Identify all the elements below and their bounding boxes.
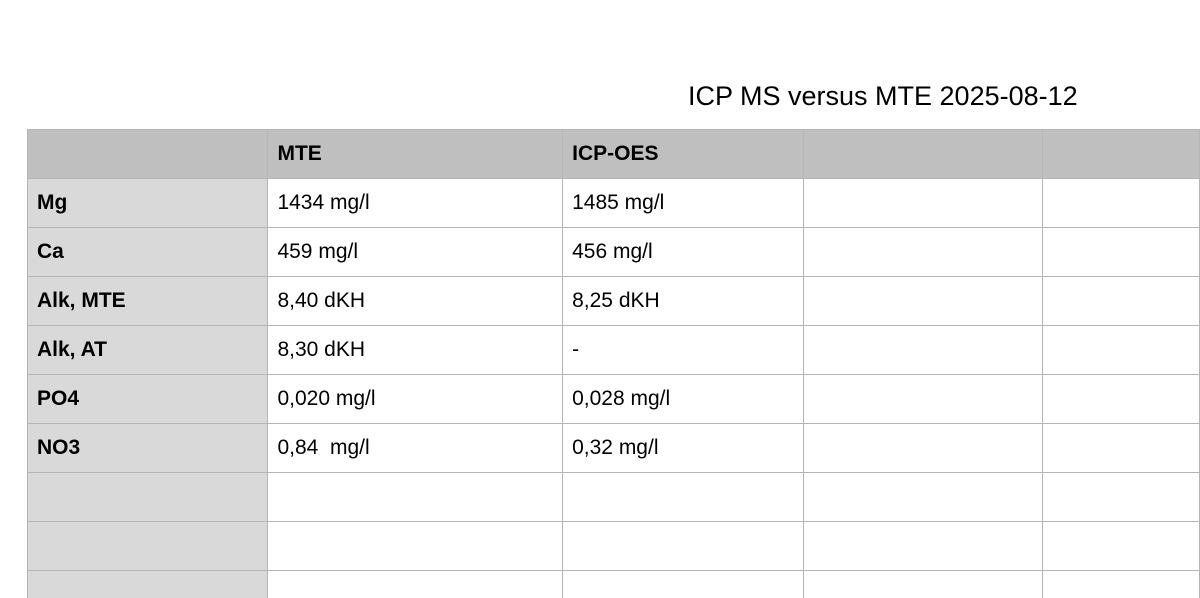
row-header-cell[interactable]: NO3 [26, 423, 269, 473]
table-cell[interactable]: 456 mg/l [562, 227, 804, 277]
table-cell[interactable] [1041, 570, 1200, 598]
table-cell[interactable] [1041, 178, 1200, 228]
header-row: MTE ICP-OES [26, 129, 1200, 179]
header-cell-empty[interactable] [802, 129, 1043, 179]
table-row [26, 521, 1200, 571]
table-cell[interactable]: 8,40 dKH [267, 276, 564, 326]
table-cell[interactable]: 8,25 dKH [562, 276, 804, 326]
table-row: PO4 0,020 mg/l 0,028 mg/l [26, 374, 1200, 424]
table-cell[interactable] [1041, 227, 1200, 277]
table-row: Alk, AT 8,30 dKH - [26, 325, 1200, 375]
row-header-cell[interactable] [26, 570, 269, 598]
table-cell[interactable] [1041, 276, 1200, 326]
row-header-cell[interactable] [26, 472, 269, 522]
data-table: MTE ICP-OES Mg 1434 mg/l 1485 mg/l Ca 45… [26, 129, 1200, 598]
table-cell[interactable]: 8,30 dKH [267, 325, 564, 375]
table-row [26, 570, 1200, 598]
table-cell[interactable]: 0,020 mg/l [267, 374, 564, 424]
row-header-cell[interactable]: Mg [26, 178, 269, 228]
table-cell[interactable]: 459 mg/l [267, 227, 564, 277]
table-cell[interactable] [802, 325, 1043, 375]
table-cell[interactable] [802, 570, 1043, 598]
header-cell-corner[interactable] [26, 129, 269, 179]
table-cell[interactable] [802, 521, 1043, 571]
document-title: ICP MS versus MTE 2025-08-12 [688, 81, 1078, 111]
table-cell[interactable]: 0,84 mg/l [267, 423, 564, 473]
table-cell[interactable] [562, 472, 804, 522]
header-cell-icp-oes[interactable]: ICP-OES [562, 129, 804, 179]
table-cell[interactable] [267, 472, 564, 522]
table-cell[interactable] [562, 521, 804, 571]
table-cell[interactable] [1041, 325, 1200, 375]
table-row: NO3 0,84 mg/l 0,32 mg/l [26, 423, 1200, 473]
table-cell[interactable] [802, 472, 1043, 522]
table-cell[interactable] [802, 276, 1043, 326]
table-row: Ca 459 mg/l 456 mg/l [26, 227, 1200, 277]
table-cell[interactable] [802, 227, 1043, 277]
table-cell[interactable] [1041, 374, 1200, 424]
table-cell[interactable] [562, 570, 804, 598]
row-header-cell[interactable]: Ca [26, 227, 269, 277]
table-row: Alk, MTE 8,40 dKH 8,25 dKH [26, 276, 1200, 326]
row-header-cell[interactable]: Alk, AT [26, 325, 269, 375]
table-cell[interactable]: 0,32 mg/l [562, 423, 804, 473]
header-cell-empty[interactable] [1041, 129, 1200, 179]
table-cell[interactable] [802, 423, 1043, 473]
table-cell[interactable]: 0,028 mg/l [562, 374, 804, 424]
table-cell[interactable]: 1485 mg/l [562, 178, 804, 228]
table-row: Mg 1434 mg/l 1485 mg/l [26, 178, 1200, 228]
table-row [26, 472, 1200, 522]
table-cell[interactable] [267, 521, 564, 571]
header-cell-mte[interactable]: MTE [267, 129, 564, 179]
table-cell[interactable] [802, 178, 1043, 228]
table-cell[interactable] [267, 570, 564, 598]
table-cell[interactable] [1041, 521, 1200, 571]
row-header-cell[interactable]: PO4 [26, 374, 269, 424]
table-cell[interactable]: 1434 mg/l [267, 178, 564, 228]
table-cell[interactable] [1041, 472, 1200, 522]
table-cell[interactable] [802, 374, 1043, 424]
table-cell[interactable]: - [562, 325, 804, 375]
row-header-cell[interactable]: Alk, MTE [26, 276, 269, 326]
row-header-cell[interactable] [26, 521, 269, 571]
table-cell[interactable] [1041, 423, 1200, 473]
